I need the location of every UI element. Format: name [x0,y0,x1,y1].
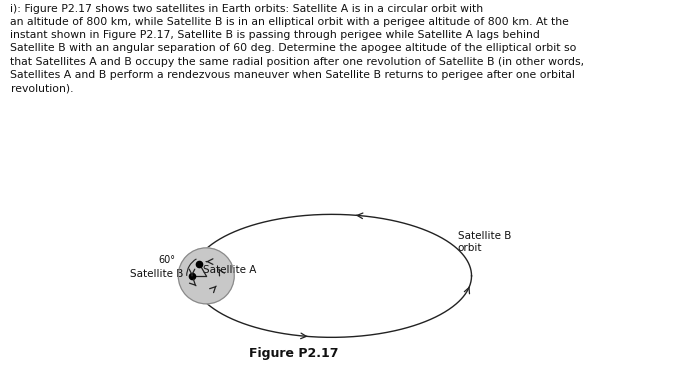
Text: Satellite A: Satellite A [203,265,257,275]
Text: 60°: 60° [159,255,176,265]
Text: Satellite B
orbit: Satellite B orbit [458,231,511,253]
Text: Figure P2.17: Figure P2.17 [249,347,339,360]
Text: i): Figure P2.17 shows two satellites in Earth orbits: Satellite A is in a circu: i): Figure P2.17 shows two satellites in… [10,4,584,93]
Text: Satellite B: Satellite B [130,269,183,279]
Circle shape [178,248,234,304]
